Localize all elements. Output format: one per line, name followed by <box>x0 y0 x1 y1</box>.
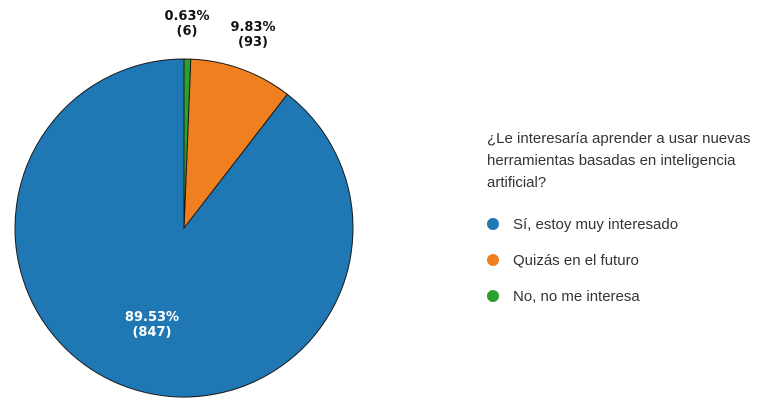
legend-swatch-quizas <box>487 254 499 266</box>
legend-swatch-si <box>487 218 499 230</box>
legend-label-quizas: Quizás en el futuro <box>513 251 639 269</box>
legend: ¿Le interesaría aprender a usar nuevas h… <box>487 128 767 322</box>
pie-label-count-no: (6) <box>177 24 198 39</box>
pie-labels: 89.53%(847) 9.83%(93) 0.63%(6) <box>125 9 276 340</box>
pie-slice-no <box>183 58 192 229</box>
legend-label-si: Sí, estoy muy interesado <box>513 215 679 233</box>
legend-item-quizas[interactable]: Quizás en el futuro <box>487 250 767 270</box>
pie-label-pct-quizas: 9.83% <box>230 20 275 35</box>
pie-slices <box>14 58 354 398</box>
pie-label-count-quizas: (93) <box>238 35 268 50</box>
legend-item-no[interactable]: No, no me interesa <box>487 286 767 306</box>
pie-label-pct-no: 0.63% <box>164 9 209 24</box>
legend-swatch-no <box>487 290 499 302</box>
pie-label-pct-si: 89.53% <box>125 310 179 325</box>
legend-title: ¿Le interesaría aprender a usar nuevas h… <box>487 130 751 191</box>
pie-label-count-si: (847) <box>132 325 171 340</box>
legend-label-no: No, no me interesa <box>513 287 640 305</box>
pie-slice-quizas <box>183 58 288 230</box>
legend-item-si[interactable]: Sí, estoy muy interesado <box>487 214 767 234</box>
